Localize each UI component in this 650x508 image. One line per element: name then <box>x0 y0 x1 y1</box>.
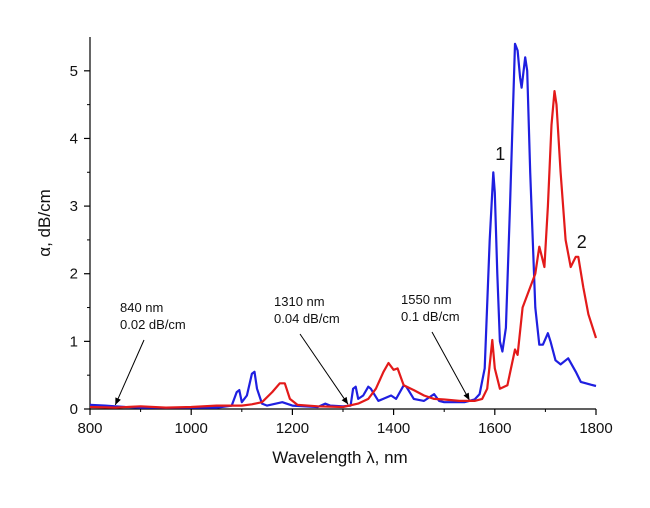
annotation-text: 0.1 dB/cm <box>401 309 460 324</box>
series-1-line <box>89 42 597 409</box>
y-axis-title: α, dB/cm <box>35 189 54 256</box>
annotation-arrow <box>299 333 349 405</box>
y-tick-label: 5 <box>70 63 78 80</box>
series-1-label: 1 <box>495 144 505 164</box>
x-axis-title: Wavelength λ, nm <box>272 448 407 467</box>
y-tick-label: 3 <box>70 198 78 215</box>
annotation-text: 0.02 dB/cm <box>120 317 186 332</box>
y-tick-label: 2 <box>70 266 78 283</box>
annotation-text: 0.04 dB/cm <box>274 311 340 326</box>
arrowhead-icon <box>341 396 349 405</box>
series-2-line <box>89 90 598 409</box>
x-tick-label: 1600 <box>478 420 511 437</box>
series-layer: 12 <box>89 42 598 409</box>
x-tick-label: 1200 <box>276 420 309 437</box>
x-tick-label: 1800 <box>579 420 612 437</box>
x-tick-label: 1400 <box>377 420 410 437</box>
x-tick-label: 800 <box>77 420 102 437</box>
y-tick-label: 1 <box>70 333 78 350</box>
axis-labels: Wavelength λ, nm α, dB/cm <box>35 189 408 467</box>
series-2-label: 2 <box>577 232 587 252</box>
arrowhead-icon <box>115 397 121 405</box>
annotation-text: 840 nm <box>120 300 163 315</box>
y-tick-label: 0 <box>70 401 78 418</box>
x-tick-label: 1000 <box>175 420 208 437</box>
arrowhead-icon <box>463 392 470 401</box>
annotation-arrow <box>114 339 145 406</box>
y-tick-label: 4 <box>70 130 78 147</box>
annotation-text: 1550 nm <box>401 292 452 307</box>
annotation-arrow <box>431 331 470 401</box>
annotation-text: 1310 nm <box>274 294 325 309</box>
annotations: 840 nm 0.02 dB/cm 1310 nm 0.04 dB/cm 1550 nm… <box>114 292 470 406</box>
